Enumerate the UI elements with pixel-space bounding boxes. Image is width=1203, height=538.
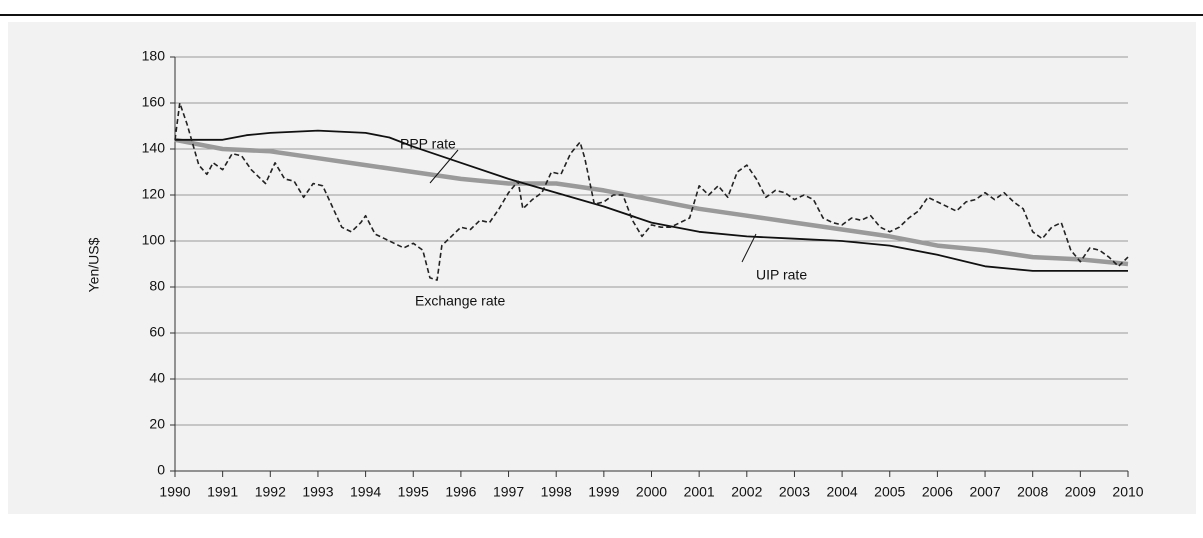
x-tick-label: 1990 (159, 484, 190, 500)
y-tick-label: 80 (149, 278, 165, 294)
annotation: UIP rate (756, 267, 807, 283)
x-tick-label: 1993 (302, 484, 333, 500)
x-tick-label: 1997 (493, 484, 524, 500)
x-tick-label: 2005 (874, 484, 905, 500)
x-tick-label: 2003 (779, 484, 810, 500)
x-tick-label: 1998 (541, 484, 572, 500)
x-tick-label: 2010 (1112, 484, 1143, 500)
y-tick-label: 60 (149, 324, 165, 340)
series-line (174, 102, 1129, 281)
x-tick-label: 1999 (588, 484, 619, 500)
y-tick-label: 40 (149, 370, 165, 386)
x-tick-label: 1995 (398, 484, 429, 500)
y-tick-label: 180 (142, 48, 166, 64)
x-tick-label: 2004 (827, 484, 858, 500)
x-tick-label: 1992 (255, 484, 286, 500)
panel (8, 22, 1196, 514)
leader-line (429, 149, 459, 184)
y-tick-label: 160 (142, 94, 166, 110)
y-axis-label: Yen/US$ (86, 237, 102, 292)
x-tick-label: 2001 (684, 484, 715, 500)
x-tick-label: 1991 (207, 484, 238, 500)
y-tick-label: 20 (149, 416, 165, 432)
x-tick-label: 2008 (1017, 484, 1048, 500)
y-tick-label: 0 (157, 462, 165, 478)
series-line (175, 129, 1128, 272)
annotation: Exchange rate (415, 293, 505, 309)
x-tick-label: 2007 (969, 484, 1000, 500)
y-tick-label: 100 (142, 232, 166, 248)
x-tick-label: 1994 (350, 484, 381, 500)
x-tick-label: 2000 (636, 484, 667, 500)
series-line (174, 137, 1129, 267)
y-tick-label: 140 (142, 140, 166, 156)
leader-line (741, 233, 757, 263)
x-tick-label: 2009 (1065, 484, 1096, 500)
annotation: PPP rate (400, 136, 456, 152)
x-tick-label: 1996 (445, 484, 476, 500)
x-tick-label: 2006 (922, 484, 953, 500)
y-tick-label: 120 (142, 186, 166, 202)
x-tick-label: 2002 (731, 484, 762, 500)
